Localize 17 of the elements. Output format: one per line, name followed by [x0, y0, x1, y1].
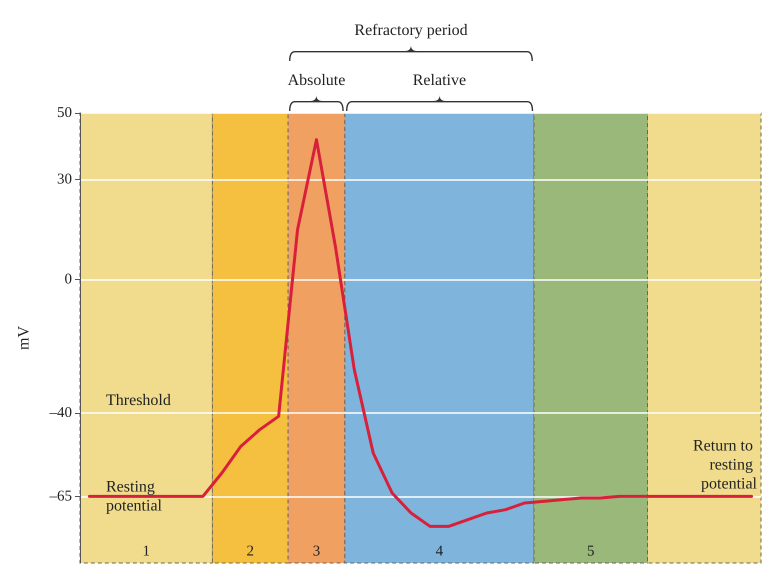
y-tick-label: –40 [48, 405, 72, 421]
annotation: 2 [246, 544, 254, 560]
text: Relative [412, 72, 466, 89]
annotation: Return to resting potential [693, 437, 758, 492]
annotation: 1 [142, 544, 150, 560]
y-tick-label: –65 [48, 488, 72, 504]
y-tick-label: 0 [64, 272, 72, 288]
y-axis-title: mV [16, 326, 32, 350]
y-tick-label: 30 [57, 172, 72, 188]
annotation: 3 [312, 544, 320, 560]
text: Absolute [288, 72, 346, 89]
annotation: 5 [587, 544, 594, 560]
y-tick-label: 50 [57, 105, 72, 121]
text: Refractory period [353, 21, 469, 41]
annotation: Resting potential [106, 478, 163, 514]
annotation: Threshold [106, 392, 171, 409]
annotation: 4 [436, 544, 444, 560]
